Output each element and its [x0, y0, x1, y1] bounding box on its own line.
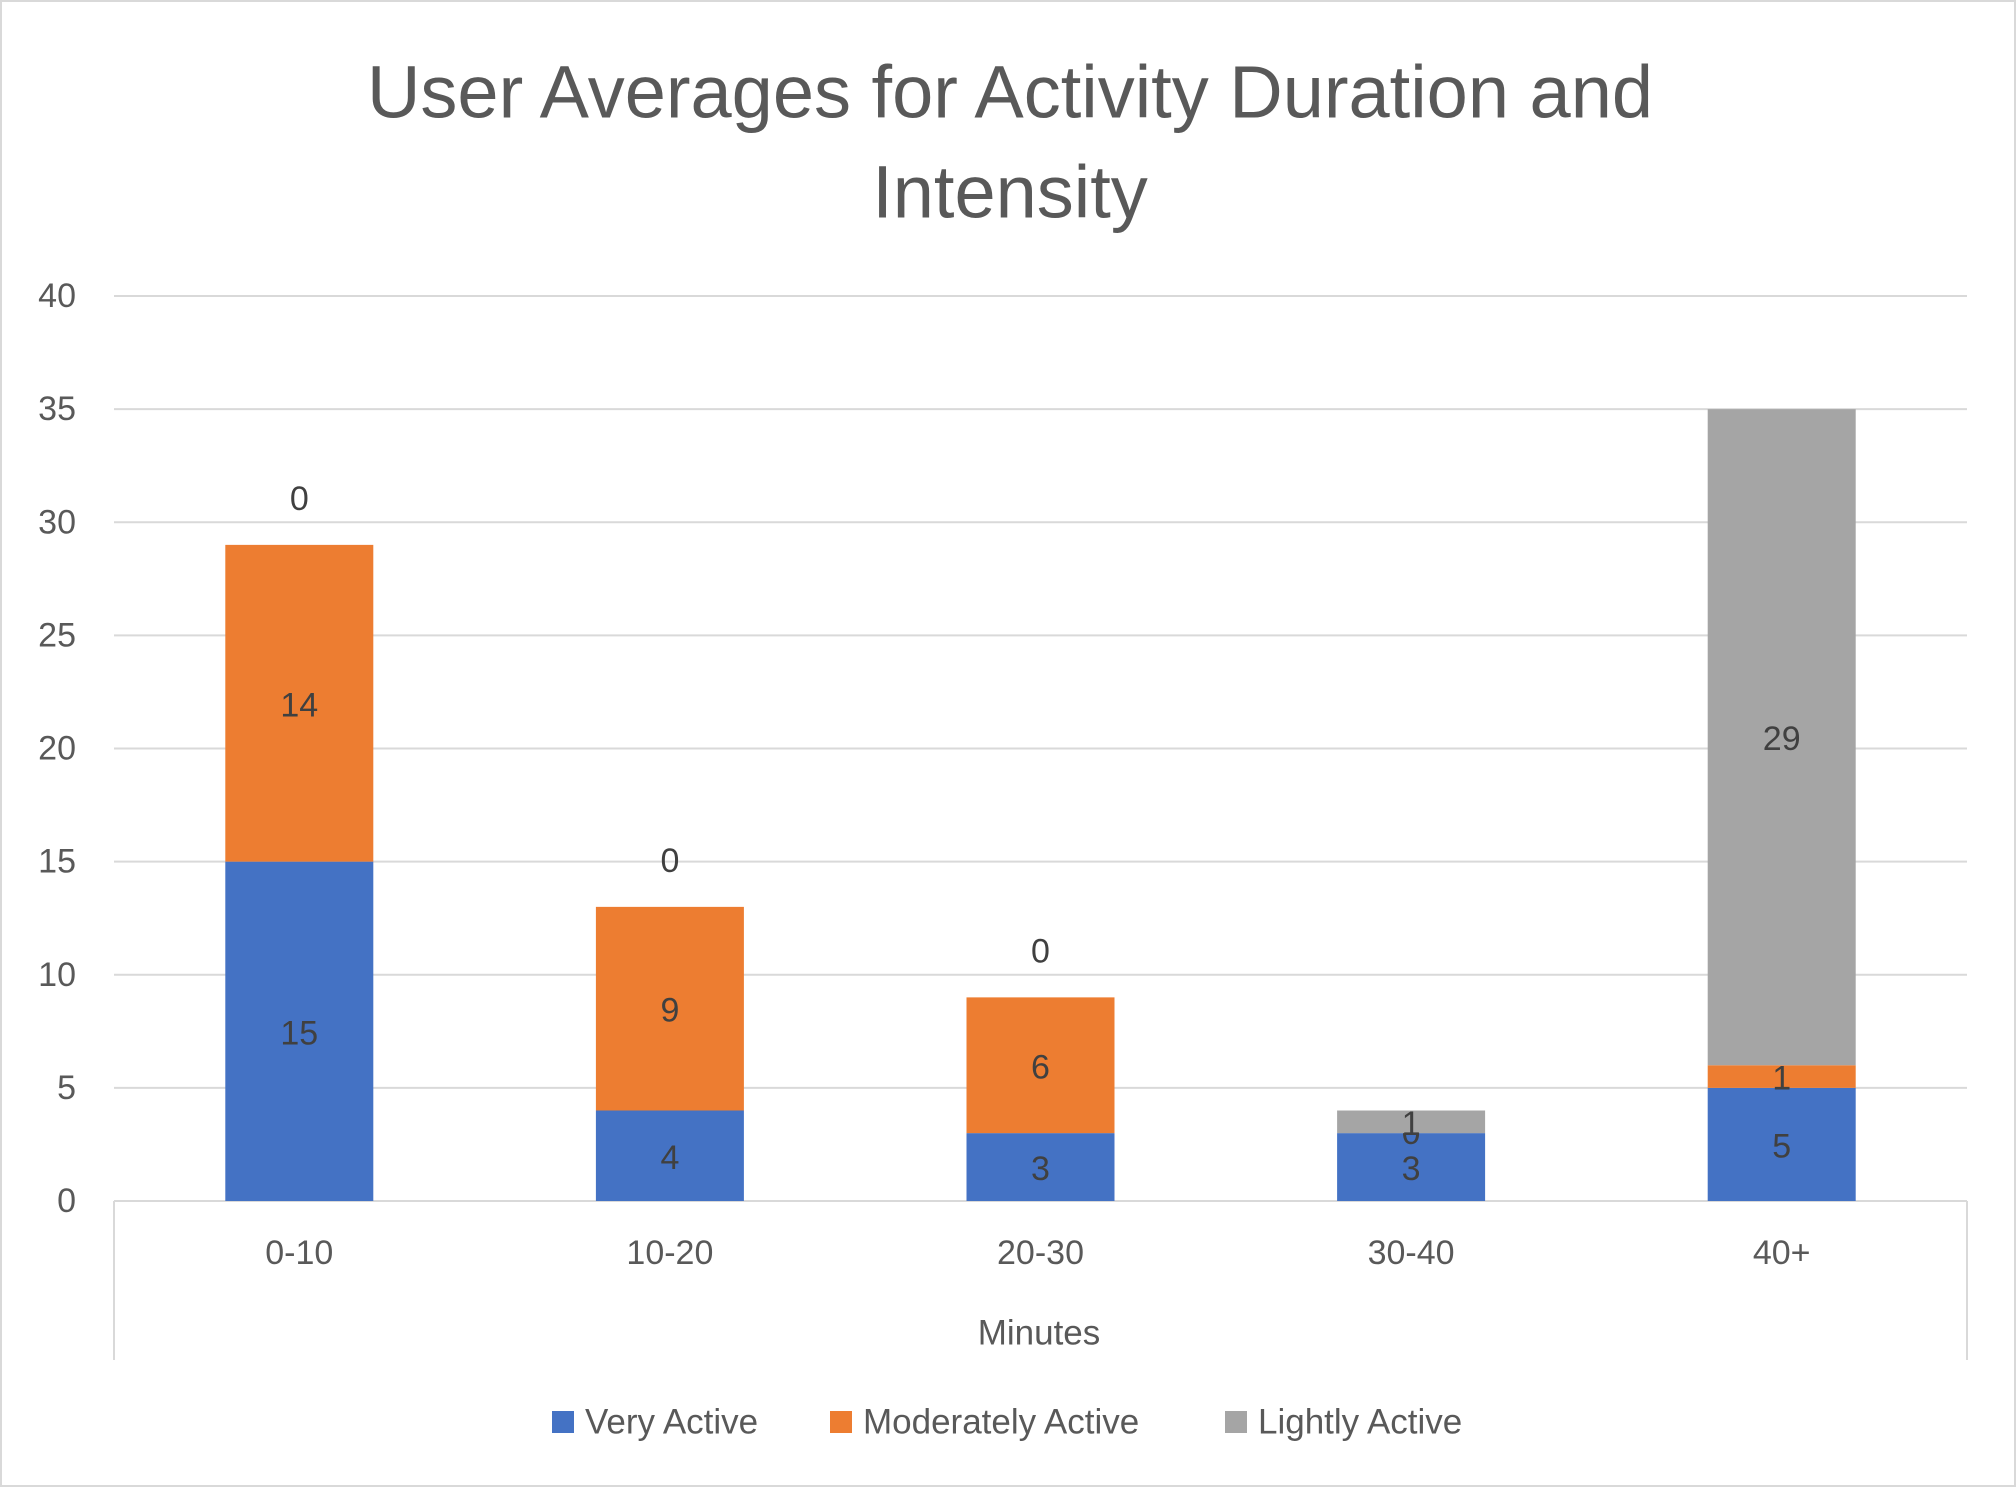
- x-tick-label: 10-20: [626, 1234, 713, 1272]
- bar-very-active: [1337, 1133, 1486, 1201]
- x-tick-label: 20-30: [997, 1234, 1084, 1272]
- bar-moderately-active: [225, 544, 374, 862]
- legend-swatch: [552, 1411, 574, 1433]
- bar-very-active: [1707, 1087, 1856, 1201]
- data-label: 29: [1763, 720, 1801, 758]
- data-label: 3: [1402, 1150, 1421, 1188]
- legend-swatch: [830, 1411, 852, 1433]
- legend-label: Lightly Active: [1258, 1403, 1462, 1442]
- bar-lightly-active: [1707, 409, 1856, 1066]
- y-tick-label: 40: [38, 277, 76, 315]
- bar-moderately-active: [595, 906, 744, 1111]
- y-tick-label: 10: [38, 956, 76, 994]
- data-label: 14: [280, 686, 318, 724]
- x-tick-label: 30-40: [1368, 1234, 1455, 1272]
- bar-very-active: [595, 1110, 744, 1201]
- bar-moderately-active: [966, 997, 1115, 1134]
- x-tick-label: 0-10: [265, 1234, 333, 1272]
- bar-moderately-active: [1707, 1065, 1856, 1088]
- legend-swatch: [1225, 1411, 1247, 1433]
- x-axis-title: Minutes: [978, 1314, 1101, 1353]
- data-label: 0: [290, 480, 309, 518]
- data-label: 0: [660, 842, 679, 880]
- y-tick-label: 5: [57, 1069, 76, 1107]
- data-label: 5: [1772, 1127, 1791, 1165]
- data-label: 6: [1031, 1048, 1050, 1086]
- legend-label: Moderately Active: [863, 1403, 1139, 1442]
- x-tick-label: 40+: [1753, 1234, 1811, 1272]
- y-tick-label: 20: [38, 730, 76, 768]
- bar-very-active: [966, 1133, 1115, 1201]
- y-tick-label: 15: [38, 843, 76, 881]
- legend-label: Very Active: [585, 1403, 758, 1442]
- chart-title-line: User Averages for Activity Duration and: [367, 51, 1653, 134]
- y-tick-label: 25: [38, 616, 76, 654]
- data-label: 4: [660, 1139, 679, 1177]
- data-label: 3: [1031, 1150, 1050, 1188]
- bar-lightly-active: [1337, 1110, 1486, 1134]
- y-tick-label: 0: [57, 1182, 76, 1220]
- data-label: 15: [280, 1014, 318, 1052]
- chart-title-line: Intensity: [872, 151, 1148, 234]
- y-tick-label: 30: [38, 503, 76, 541]
- data-label: 1: [1402, 1105, 1421, 1143]
- data-label: 1: [1772, 1060, 1791, 1098]
- bar-very-active: [225, 861, 374, 1201]
- data-label: 0: [1031, 932, 1050, 970]
- y-tick-label: 35: [38, 390, 76, 428]
- data-label: 9: [660, 992, 679, 1030]
